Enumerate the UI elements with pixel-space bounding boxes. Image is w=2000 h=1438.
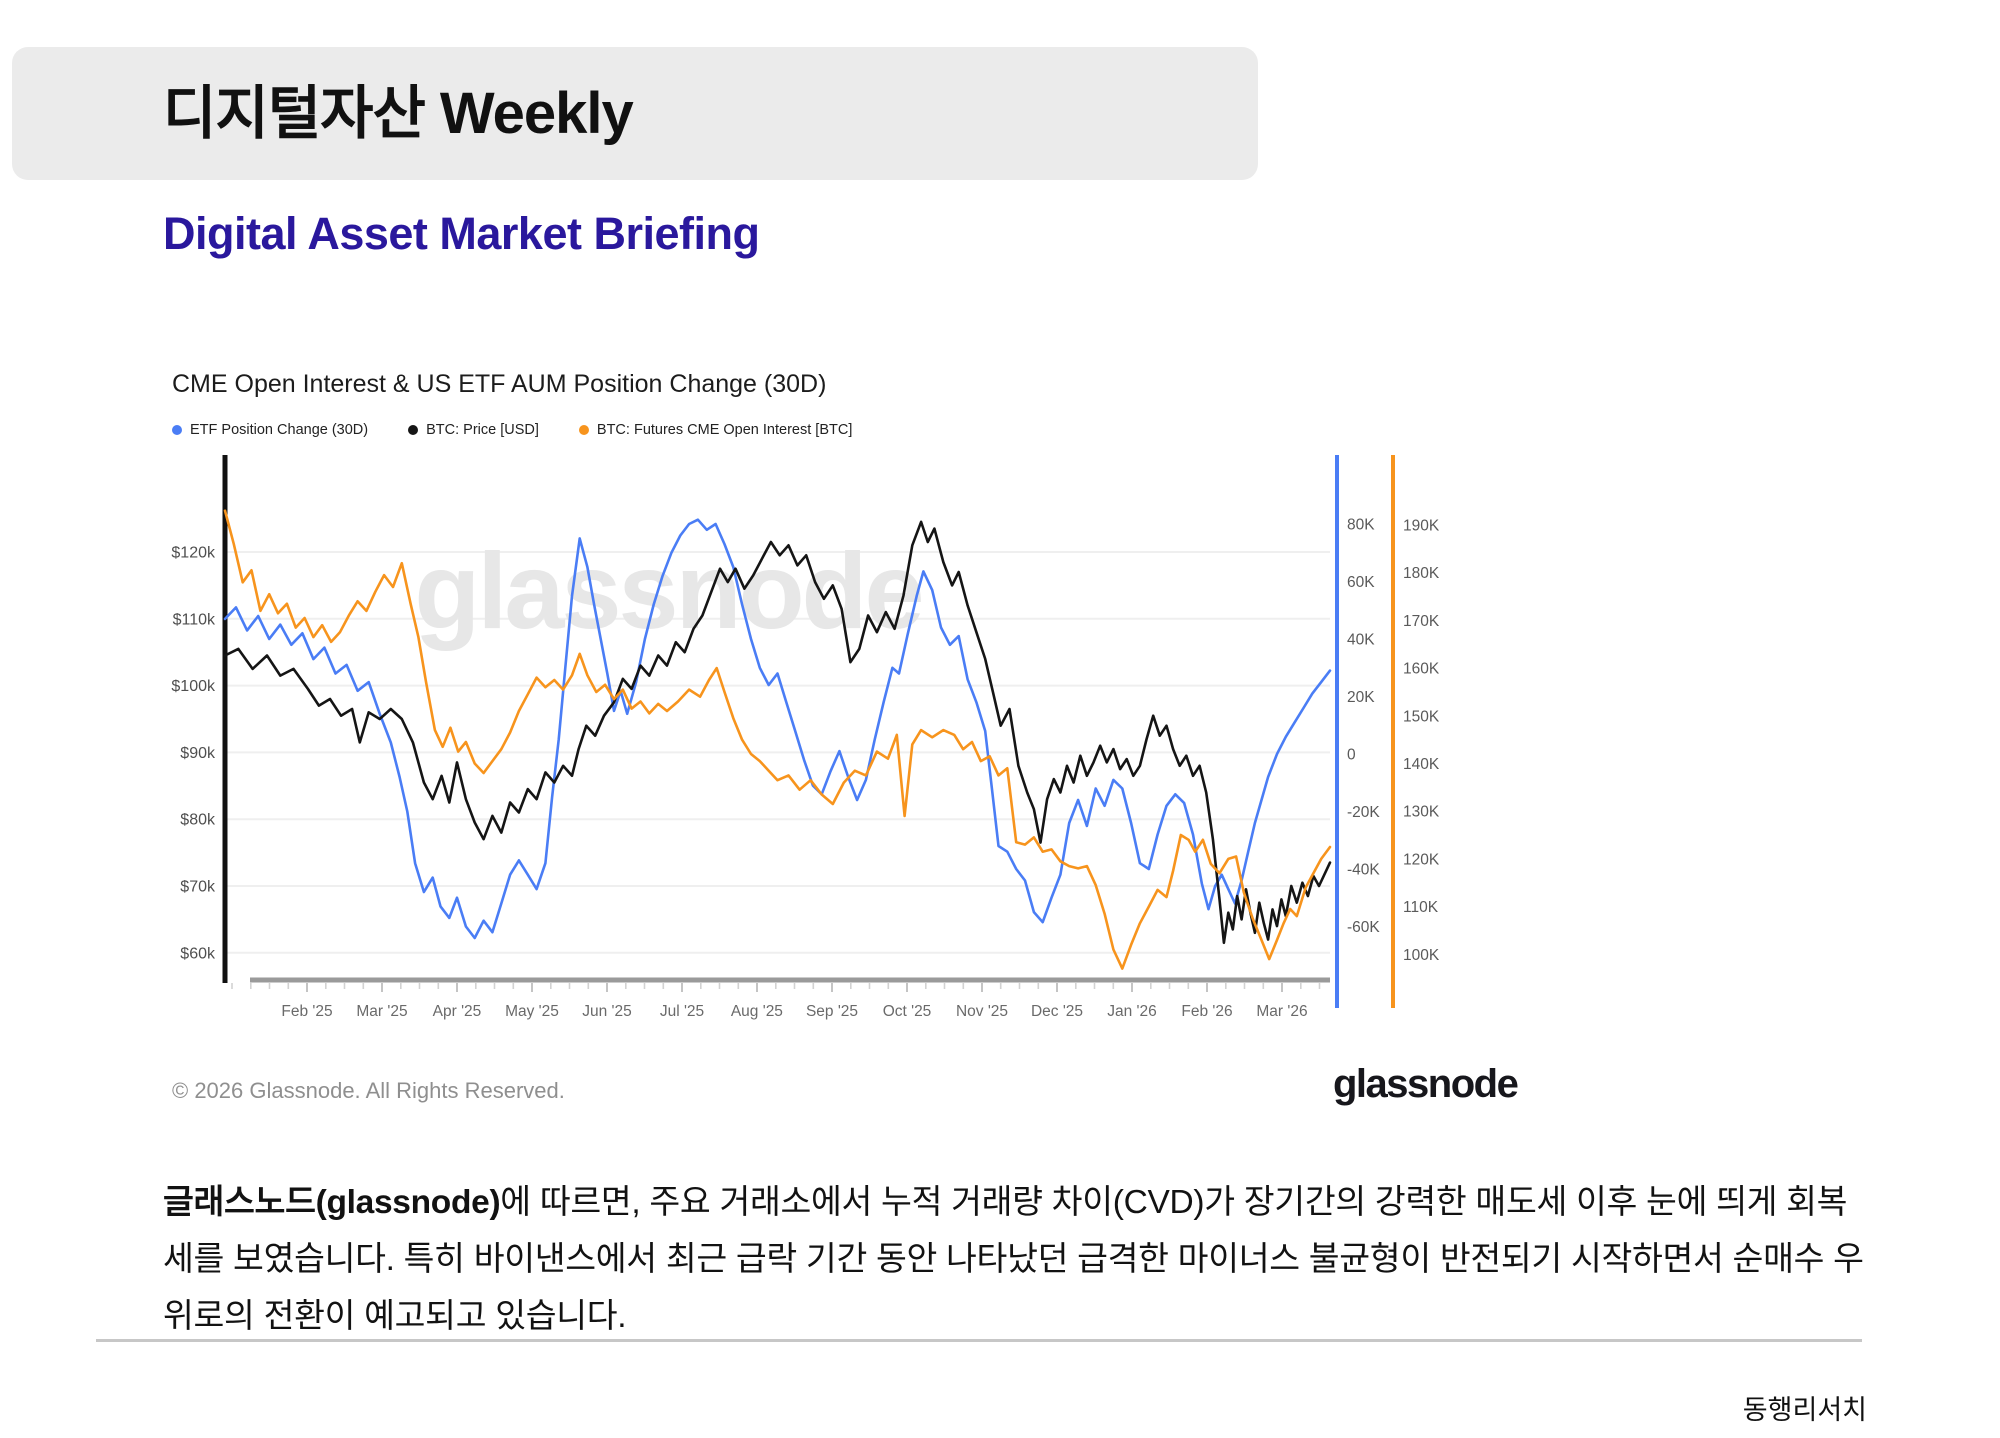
orange-axis-tick-label: 110K (1403, 899, 1439, 916)
chart-title: CME Open Interest & US ETF AUM Position … (172, 370, 827, 398)
orange-axis-tick-label: 150K (1403, 708, 1440, 725)
blue-axis-tick-label: -40K (1347, 862, 1380, 879)
commentary-body-text: 에 따르면, 주요 거래소에서 누적 거래량 차이(CVD)가 장기간의 강력한… (163, 1183, 1864, 1335)
x-axis-tick-label: Jun '25 (582, 1003, 632, 1020)
orange-axis-tick-label: 170K (1403, 613, 1440, 630)
orange-axis-tick-label: 190K (1403, 518, 1440, 535)
x-axis-tick-label: Oct '25 (883, 1003, 932, 1020)
glassnode-logo: glassnode (1333, 1062, 1519, 1106)
x-axis-tick-label: Sep '25 (806, 1003, 858, 1020)
glassnode-watermark: glassnode (414, 530, 921, 651)
blue-axis-tick-label: 0 (1347, 747, 1356, 764)
chart-legend: ETF Position Change (30D) BTC: Price [USD… (172, 422, 852, 438)
footer-divider (96, 1339, 1862, 1342)
legend-dot-icon (408, 425, 419, 435)
header-highlight-box (12, 47, 1258, 180)
orange-axis-tick-label: 160K (1403, 661, 1440, 678)
blue-axis-tick-label: -60K (1347, 919, 1380, 936)
chart-canvas: glassnode $120k $110k $100k $90k $80k $70k $60k… (120, 450, 1470, 1030)
commentary-paragraph: 글래스노드(glassnode)에 따르면, 주요 거래소에서 누적 거래량 차… (163, 1174, 1873, 1345)
legend-label: BTC: Price [USD] (426, 422, 539, 438)
left-axis-tick-label: $110k (173, 611, 216, 628)
page-subtitle: Digital Asset Market Briefing (163, 208, 760, 259)
x-axis-tick-label: Aug '25 (731, 1003, 783, 1020)
footer-brand: 동행리서치 (1742, 1395, 1867, 1425)
blue-axis-tick-label: 60K (1347, 574, 1375, 591)
blue-axis-tick-label: -20K (1347, 804, 1380, 821)
legend-dot-icon (578, 425, 589, 435)
left-axis-tick-label: $60k (180, 945, 216, 962)
commentary-bold-lead: 글래스노드(glassnode) (163, 1183, 501, 1221)
left-axis-tick-label: $80k (180, 812, 216, 829)
legend-item-0: ETF Position Change (30D) (172, 422, 368, 438)
blue-axis-tick-label: 20K (1347, 689, 1375, 706)
x-axis-tick-label: May '25 (505, 1003, 559, 1020)
legend-item-2: BTC: Futures CME Open Interest [BTC] (578, 422, 853, 438)
x-axis-tick-label: Mar '26 (1256, 1003, 1307, 1020)
x-axis-tick-label: Jan '26 (1107, 1003, 1157, 1020)
orange-axis-tick-label: 180K (1403, 565, 1440, 582)
orange-axis-tick-label: 100K (1403, 947, 1440, 964)
x-axis-tick-label: Feb '25 (281, 1003, 332, 1020)
copyright-text: © 2026 Glassnode. All Rights Reserved. (172, 1078, 565, 1103)
x-axis-tick-label: Mar '25 (356, 1003, 407, 1020)
left-axis-tick-label: $90k (180, 745, 216, 762)
series-left (223, 520, 1332, 945)
orange-axis-tick-label: 120K (1403, 851, 1440, 868)
line-chart: glassnode $120k $110k $100k $90k $80k $70k $60k… (171, 455, 1440, 1020)
page-title: 디지털자산 Weekly (163, 81, 634, 146)
blue-axis-tick-label: 40K (1347, 632, 1375, 649)
legend-label: ETF Position Change (30D) (190, 422, 369, 438)
x-axis-tick-label: Dec '25 (1031, 1003, 1083, 1020)
x-axis-tick-label: Apr '25 (433, 1003, 482, 1020)
legend-dot-icon (172, 425, 182, 435)
series-orange (223, 509, 1332, 970)
orange-axis-tick-label: 140K (1403, 756, 1440, 773)
blue-axis-tick-label: 80K (1347, 517, 1375, 534)
series-blue (223, 518, 1332, 940)
left-axis-tick-label: $100k (171, 678, 216, 695)
legend-label: BTC: Futures CME Open Interest [BTC] (596, 422, 853, 438)
left-axis-tick-label: $120k (171, 545, 216, 562)
legend-item-1: BTC: Price [USD] (408, 422, 539, 438)
left-axis-tick-label: $70k (180, 879, 216, 896)
x-axis-tick-label: Jul '25 (660, 1003, 704, 1020)
x-axis-tick-label: Nov '25 (956, 1003, 1008, 1020)
orange-axis-tick-label: 130K (1403, 804, 1440, 821)
x-axis-tick-label: Feb '26 (1181, 1003, 1232, 1020)
